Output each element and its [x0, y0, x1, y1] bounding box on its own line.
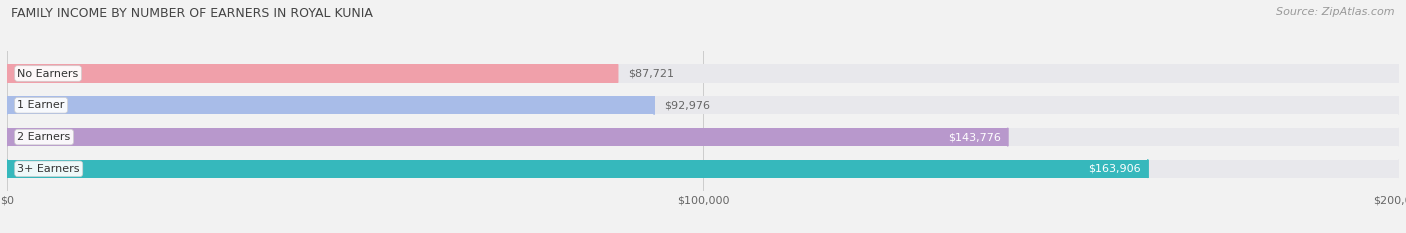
- Text: $163,906: $163,906: [1088, 164, 1140, 174]
- Bar: [7, 160, 1147, 178]
- Text: 2 Earners: 2 Earners: [17, 132, 70, 142]
- Text: $143,776: $143,776: [948, 132, 1001, 142]
- Bar: [7, 96, 654, 114]
- Text: $92,976: $92,976: [665, 100, 710, 110]
- Bar: [7, 128, 1399, 146]
- Bar: [7, 128, 1008, 146]
- Bar: [7, 160, 1399, 178]
- Text: FAMILY INCOME BY NUMBER OF EARNERS IN ROYAL KUNIA: FAMILY INCOME BY NUMBER OF EARNERS IN RO…: [11, 7, 373, 20]
- Text: 1 Earner: 1 Earner: [17, 100, 65, 110]
- Bar: [7, 64, 617, 83]
- Bar: [7, 96, 1399, 114]
- Text: No Earners: No Earners: [17, 69, 79, 79]
- Text: Source: ZipAtlas.com: Source: ZipAtlas.com: [1277, 7, 1395, 17]
- Bar: [7, 64, 1399, 83]
- Text: 3+ Earners: 3+ Earners: [17, 164, 80, 174]
- Text: $87,721: $87,721: [628, 69, 673, 79]
